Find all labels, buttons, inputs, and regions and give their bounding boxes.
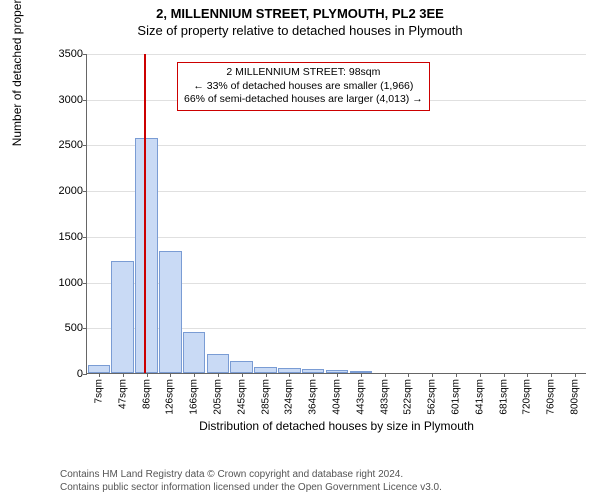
histogram-bar	[111, 261, 134, 373]
footer-line1: Contains HM Land Registry data © Crown c…	[60, 468, 442, 481]
xtick-mark	[337, 373, 338, 377]
y-axis-title: Number of detached properties	[10, 0, 24, 146]
xtick-mark	[385, 373, 386, 377]
ytick-label: 1500	[59, 231, 83, 243]
xtick-mark	[527, 373, 528, 377]
ytick-mark	[83, 54, 87, 55]
histogram-chart: Number of detached properties Distributi…	[56, 44, 590, 414]
xtick-mark	[480, 373, 481, 377]
xtick-mark	[289, 373, 290, 377]
ytick-mark	[83, 100, 87, 101]
xtick-mark	[242, 373, 243, 377]
xtick-label: 483sqm	[379, 379, 390, 415]
xtick-label: 800sqm	[570, 379, 581, 415]
xtick-mark	[99, 373, 100, 377]
annotation-box: 2 MILLENNIUM STREET: 98sqm ← 33% of deta…	[177, 62, 430, 111]
marker-line	[144, 54, 146, 373]
xtick-mark	[551, 373, 552, 377]
xtick-label: 47sqm	[117, 379, 128, 409]
xtick-mark	[266, 373, 267, 377]
xtick-label: 7sqm	[93, 379, 104, 403]
xtick-mark	[218, 373, 219, 377]
histogram-bar	[88, 365, 111, 373]
xtick-label: 562sqm	[427, 379, 438, 415]
ytick-mark	[83, 237, 87, 238]
footer: Contains HM Land Registry data © Crown c…	[60, 468, 442, 494]
xtick-mark	[504, 373, 505, 377]
ytick-label: 500	[65, 322, 83, 334]
ytick-mark	[83, 145, 87, 146]
ytick-label: 3000	[59, 94, 83, 106]
ytick-mark	[83, 191, 87, 192]
xtick-mark	[194, 373, 195, 377]
gridline	[87, 145, 586, 146]
histogram-bar	[230, 361, 253, 373]
ytick-mark	[83, 374, 87, 375]
ytick-label: 3500	[59, 48, 83, 60]
xtick-label: 681sqm	[498, 379, 509, 415]
xtick-label: 404sqm	[332, 379, 343, 415]
annotation-line2: ← 33% of detached houses are smaller (1,…	[184, 80, 423, 94]
xtick-mark	[361, 373, 362, 377]
xtick-label: 205sqm	[212, 379, 223, 415]
xtick-mark	[170, 373, 171, 377]
ytick-label: 2500	[59, 139, 83, 151]
xtick-mark	[432, 373, 433, 377]
gridline	[87, 54, 586, 55]
xtick-mark	[456, 373, 457, 377]
xtick-label: 166sqm	[189, 379, 200, 415]
xtick-label: 285sqm	[260, 379, 271, 415]
xtick-label: 245sqm	[236, 379, 247, 415]
ytick-mark	[83, 328, 87, 329]
histogram-bar	[135, 138, 158, 373]
gridline	[87, 191, 586, 192]
gridline	[87, 237, 586, 238]
histogram-bar	[183, 332, 206, 373]
xtick-mark	[408, 373, 409, 377]
xtick-mark	[313, 373, 314, 377]
xtick-label: 641sqm	[474, 379, 485, 415]
ytick-label: 0	[77, 368, 83, 380]
annotation-line3: 66% of semi-detached houses are larger (…	[184, 93, 423, 107]
xtick-label: 760sqm	[546, 379, 557, 415]
xtick-label: 443sqm	[355, 379, 366, 415]
xtick-label: 601sqm	[451, 379, 462, 415]
annotation-line1: 2 MILLENNIUM STREET: 98sqm	[184, 66, 423, 80]
page-title: 2, MILLENNIUM STREET, PLYMOUTH, PL2 3EE	[0, 0, 600, 21]
ytick-label: 2000	[59, 185, 83, 197]
ytick-label: 1000	[59, 277, 83, 289]
x-axis-title: Distribution of detached houses by size …	[199, 419, 474, 433]
xtick-label: 86sqm	[141, 379, 152, 409]
histogram-bar	[159, 251, 182, 373]
xtick-mark	[123, 373, 124, 377]
xtick-label: 364sqm	[308, 379, 319, 415]
ytick-mark	[83, 283, 87, 284]
xtick-label: 126sqm	[165, 379, 176, 415]
xtick-label: 324sqm	[284, 379, 295, 415]
histogram-bar	[207, 354, 230, 373]
xtick-mark	[575, 373, 576, 377]
page-subtitle: Size of property relative to detached ho…	[0, 21, 600, 38]
xtick-label: 522sqm	[403, 379, 414, 415]
footer-line2: Contains public sector information licen…	[60, 481, 442, 494]
xtick-mark	[147, 373, 148, 377]
xtick-label: 720sqm	[522, 379, 533, 415]
plot-area: Distribution of detached houses by size …	[86, 54, 586, 374]
